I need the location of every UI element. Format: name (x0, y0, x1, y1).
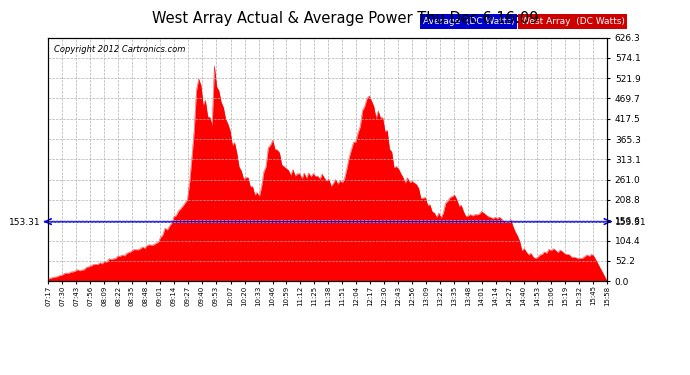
Text: West Array Actual & Average Power Thu Dec 6 16:09: West Array Actual & Average Power Thu De… (152, 11, 538, 26)
Text: Average  (DC Watts): Average (DC Watts) (423, 17, 514, 26)
Text: West Array  (DC Watts): West Array (DC Watts) (520, 17, 624, 26)
Text: Copyright 2012 Cartronics.com: Copyright 2012 Cartronics.com (54, 45, 185, 54)
